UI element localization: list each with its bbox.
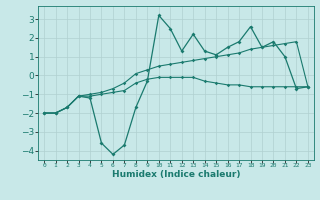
X-axis label: Humidex (Indice chaleur): Humidex (Indice chaleur) bbox=[112, 170, 240, 179]
